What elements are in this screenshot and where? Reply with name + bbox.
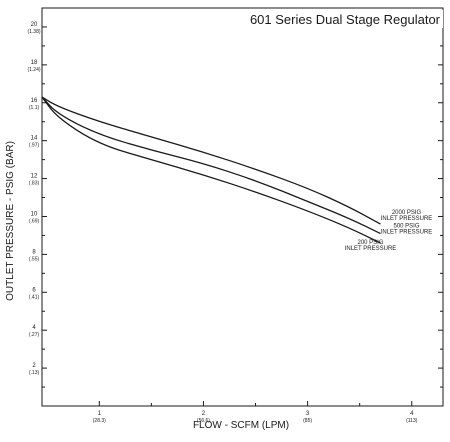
y-tick-label: 18 [31,60,38,66]
x-axis-ticks: 1(28.3) 2(56.6) 3(85) 4(113) [93,401,418,424]
y-tick-sublabel: (.55) [29,256,40,262]
series-label-1: 500 PSIG [393,224,419,230]
x-tick-label: 2 [202,411,206,417]
y-tick-sublabel: (1.24) [27,67,40,73]
series-label-2: 200 PSIG [357,240,383,246]
y-tick-label: 2 [32,363,36,369]
y-axis-ticks: 2(.13) 4(.27) 6(.41) 8(.55) 10(.69) 12(.83) 14… [27,22,443,388]
x-axis-title: FLOW - SCFM (LPM) [193,420,289,431]
chart-title-background [225,10,443,28]
y-tick-sublabel: (.69) [29,218,40,224]
x-tick-sublabel: (85) [303,418,312,424]
series-label-1: INLET PRESSURE [381,230,433,236]
x-tick-sublabel: (56.6) [197,418,210,424]
y-axis-title: OUTLET PRESSURE - PSIG (BAR) [5,141,16,301]
series-label-0: 2000 PSIG [392,210,422,216]
x-tick-sublabel: (113) [406,418,418,424]
series-line-2 [41,96,381,244]
y-tick-sublabel: (.41) [29,294,40,300]
y-tick-sublabel: (.83) [29,181,40,187]
y-tick-label: 4 [32,325,36,331]
series-lines [41,96,381,244]
x-tick-label: 4 [410,411,414,417]
series-label-2: INLET PRESSURE [345,246,397,252]
chart-title: 601 Series Dual Stage Regulator [250,12,441,27]
x-tick-label: 1 [98,411,102,417]
y-tick-sublabel: (.13) [29,370,40,376]
y-tick-label: 12 [31,174,38,180]
y-tick-label: 6 [32,287,36,293]
series-line-1 [41,96,381,235]
y-tick-label: 16 [31,98,38,104]
plot-border [41,7,444,407]
y-tick-label: 8 [32,249,36,255]
y-tick-label: 10 [31,211,38,217]
y-tick-label: 14 [31,136,38,142]
y-tick-sublabel: (1.1) [29,105,40,111]
series-label-0: INLET PRESSURE [381,216,433,222]
y-tick-sublabel: (.97) [29,143,40,149]
y-tick-label: 20 [31,22,38,28]
y-tick-sublabel: (.27) [29,332,40,338]
plot-frame [41,7,444,407]
x-tick-sublabel: (28.3) [93,418,106,424]
x-tick-label: 3 [306,411,310,417]
series-line-0 [41,96,381,225]
y-tick-sublabel: (1.38) [27,29,40,35]
